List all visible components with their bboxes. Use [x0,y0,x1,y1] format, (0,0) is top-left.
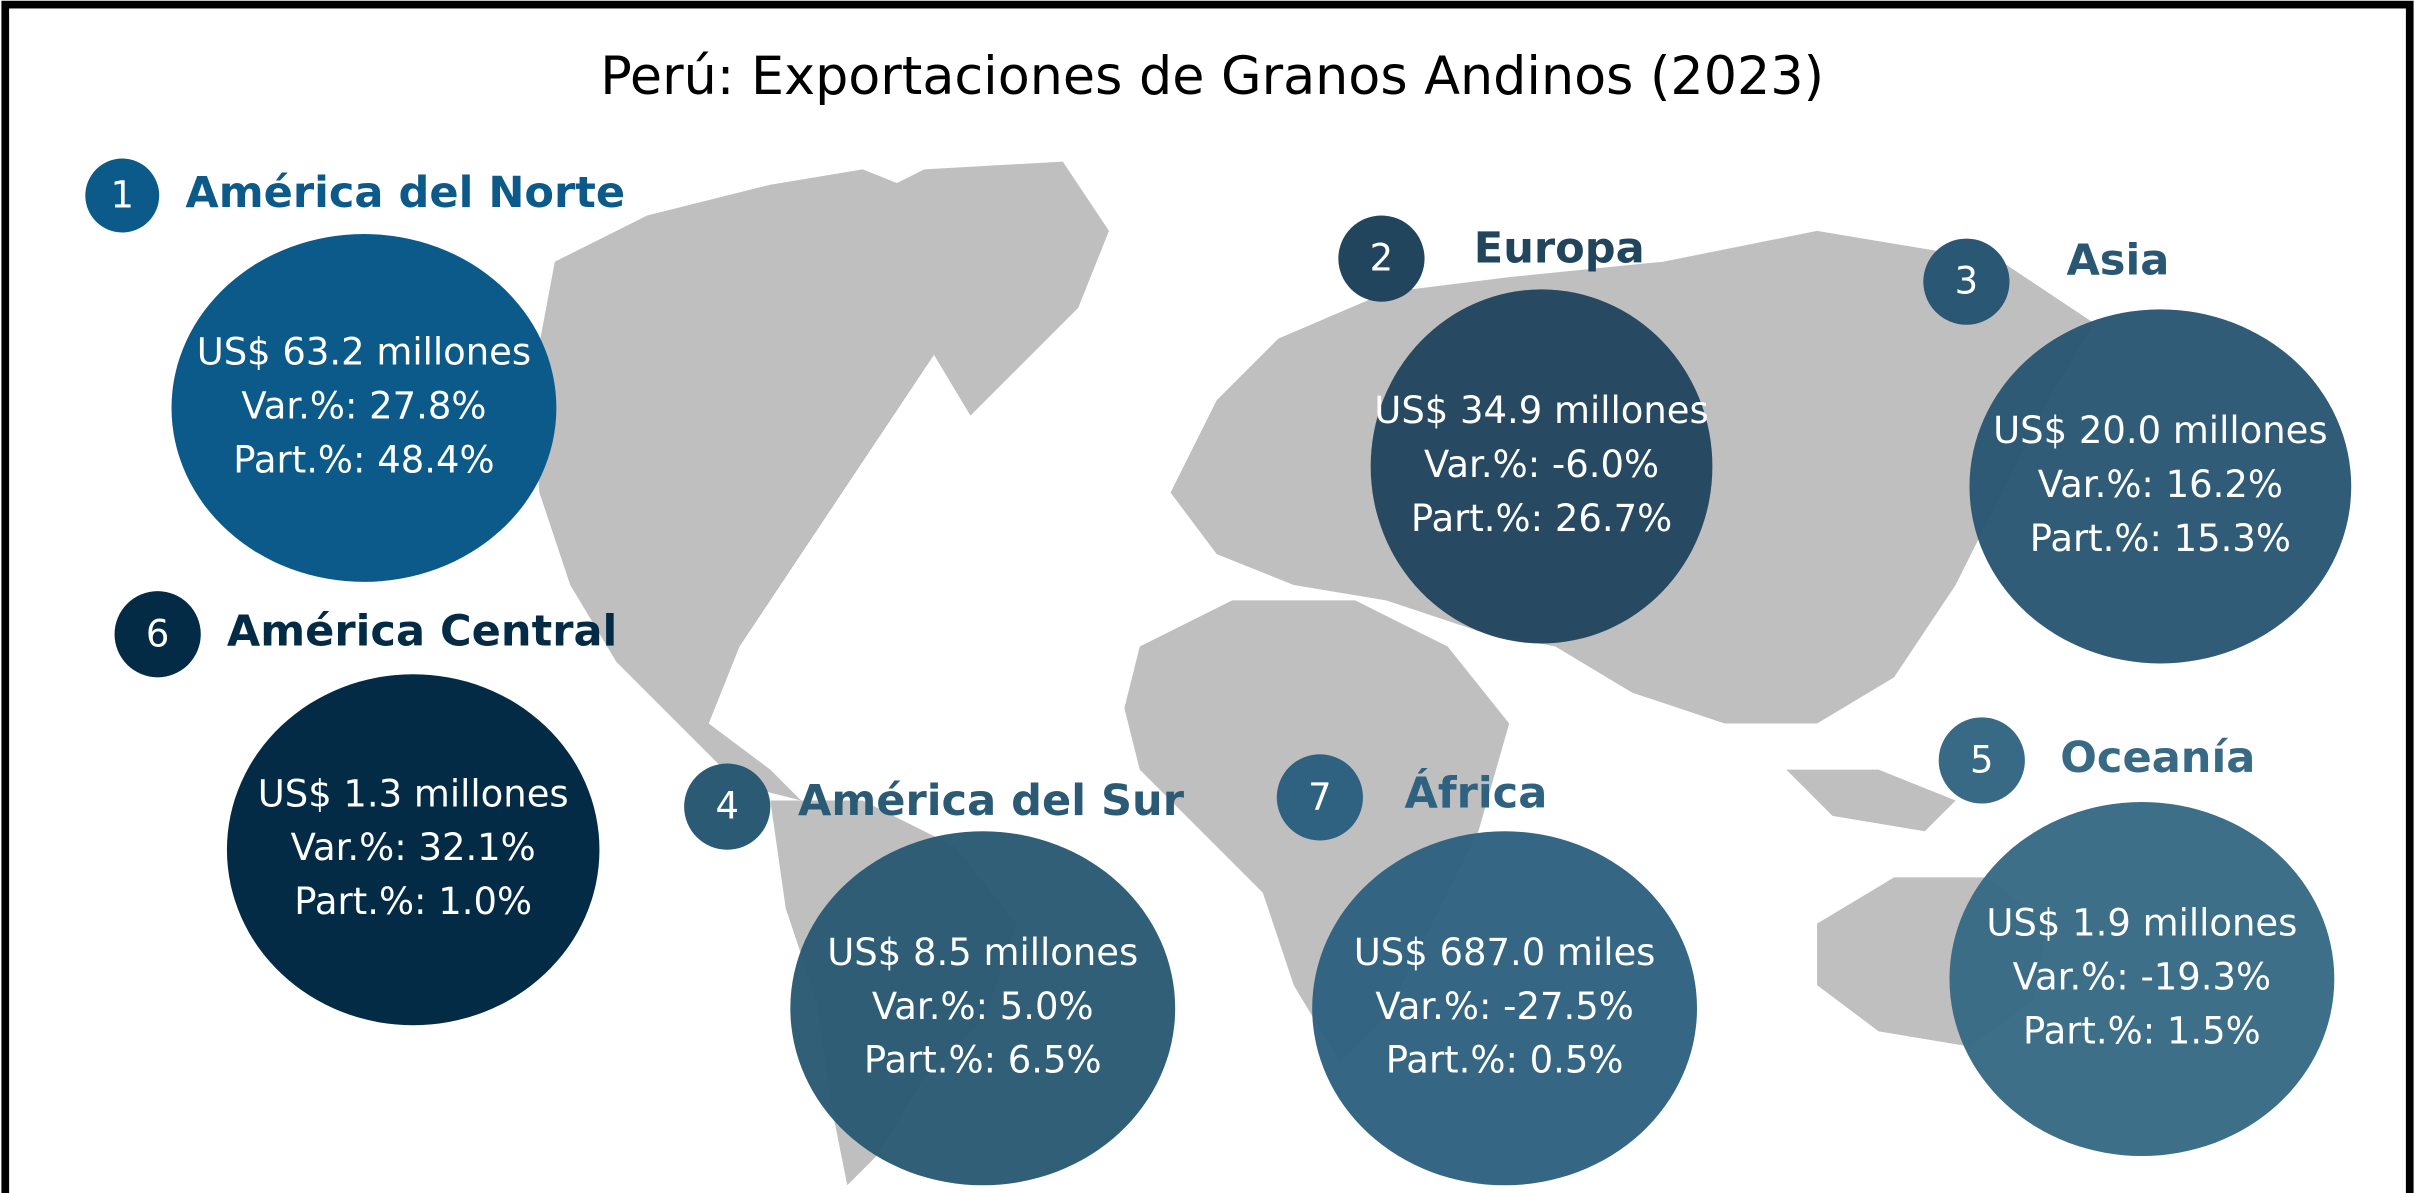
region-part: Part.%: 6.5% [864,1039,1102,1082]
region-bubble [226,674,600,1026]
region-badge [1923,238,2010,325]
region-badge [1938,717,2025,804]
region-bubble [1312,831,1698,1186]
region-badge [684,763,771,850]
region-name: Asia [2066,236,2169,286]
region-part: Part.%: 1.5% [2023,1009,2261,1052]
title: Perú: Exportaciones de Granos Andinos (2… [600,46,1824,107]
region-value: US$ 63.2 millones [197,331,531,374]
region-var: Var.%: -6.0% [1424,443,1659,486]
region-name: América del Sur [798,776,1185,826]
region-number: 1 [110,174,134,217]
region-var: Var.%: -19.3% [2013,956,2272,999]
region-badge [1338,215,1425,302]
region-part: Part.%: 15.3% [2030,517,2291,560]
region-badge [85,158,160,233]
region-bubble [1370,289,1713,644]
region-value: US$ 20.0 millones [1993,409,2327,452]
region-value: US$ 1.3 millones [258,772,569,815]
region-bubble [790,831,1176,1186]
region-value: US$ 34.9 millones [1374,389,1708,432]
world-map [531,161,2095,1186]
region-bubble [1969,309,2352,664]
region-number: 3 [1955,260,1979,303]
region-part: Part.%: 48.4% [233,438,494,481]
region-name: Europa [1474,223,1645,273]
greenland [831,161,1109,416]
region-bubble [1949,802,2335,1157]
region-value: US$ 687.0 miles [1354,931,1656,974]
region-name: América del Norte [185,168,625,218]
region-var: Var.%: 16.2% [2038,463,2283,506]
region-part: Part.%: 1.0% [294,880,532,923]
region-var: Var.%: 27.8% [241,384,486,427]
region-value: US$ 1.9 millones [1986,902,2297,945]
region-number: 7 [1308,775,1332,818]
region-bubble [171,233,557,582]
region-part: Part.%: 0.5% [1386,1039,1624,1082]
region-badge [1276,754,1363,841]
region-var: Var.%: 32.1% [291,826,536,869]
region-badge [114,591,201,678]
region-value: US$ 8.5 millones [827,931,1138,974]
region-name: África [1405,767,1548,818]
islands [1786,769,1956,832]
region-name: Oceanía [2060,733,2255,783]
region-part: Part.%: 26.7% [1411,497,1672,540]
region-name: América Central [227,607,617,657]
region-number: 5 [1970,738,1994,781]
region-var: Var.%: 5.0% [872,985,1094,1028]
region-number: 2 [1370,237,1394,280]
region-var: Var.%: -27.5% [1375,985,1634,1028]
north-america [531,169,986,801]
region-number: 4 [715,785,739,828]
region-number: 6 [146,612,170,655]
